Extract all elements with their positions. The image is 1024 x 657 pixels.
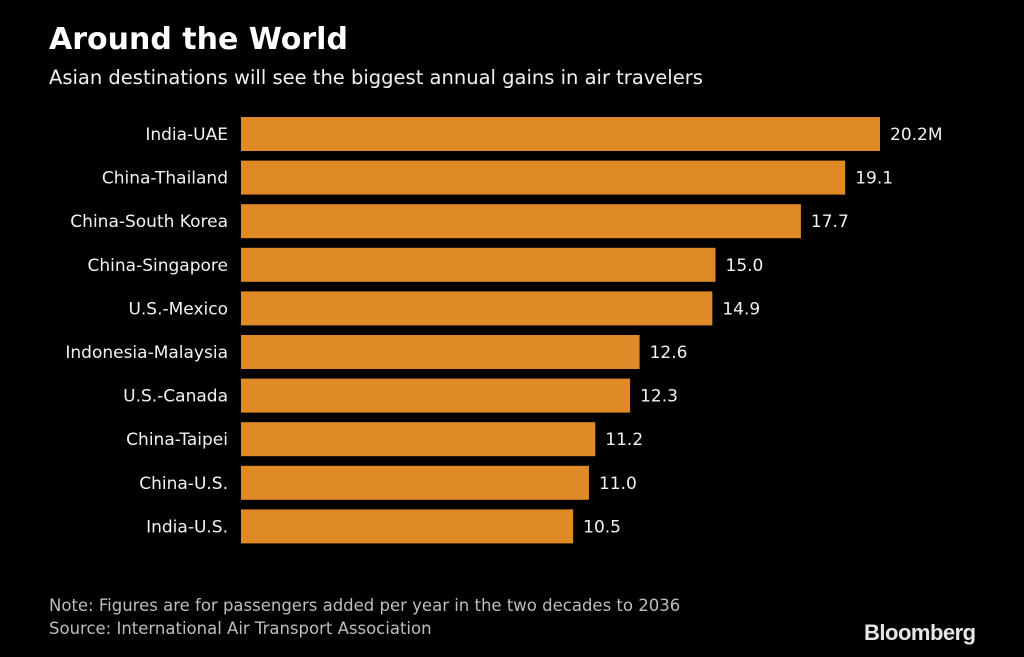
- bar: [241, 335, 640, 369]
- bar: [241, 160, 846, 195]
- category-label: China-Taipei: [126, 430, 228, 450]
- bar: [241, 291, 713, 326]
- value-label: 19.1: [855, 169, 893, 189]
- value-label: 12.6: [650, 343, 688, 363]
- bar: [241, 465, 589, 500]
- category-label: India-UAE: [145, 125, 228, 145]
- category-label: China-U.S.: [139, 474, 228, 494]
- category-label: China-South Korea: [70, 212, 228, 232]
- chart-note: Note: Figures are for passengers added p…: [49, 596, 681, 615]
- value-label: 17.7: [811, 212, 849, 232]
- value-label: 14.9: [722, 299, 760, 319]
- bar: [241, 117, 880, 151]
- value-label: 15.0: [726, 256, 764, 276]
- bloomberg-logo: Bloomberg: [864, 620, 976, 645]
- bar: [241, 378, 631, 413]
- category-label: U.S.-Canada: [123, 387, 228, 407]
- value-label: 20.2M: [890, 125, 943, 145]
- value-label: 12.3: [640, 387, 678, 407]
- bar: [241, 422, 596, 457]
- bar: [241, 247, 716, 282]
- bar: [241, 509, 574, 544]
- value-label: 11.2: [605, 430, 643, 450]
- value-label: 11.0: [599, 474, 637, 494]
- bar: [241, 204, 801, 239]
- category-label: India-U.S.: [146, 517, 228, 537]
- category-label: U.S.-Mexico: [128, 299, 228, 319]
- chart-subtitle: Asian destinations will see the biggest …: [49, 66, 703, 89]
- category-label: Indonesia-Malaysia: [65, 343, 228, 363]
- chart-title: Around the World: [49, 22, 348, 57]
- chart-source: Source: International Air Transport Asso…: [49, 619, 432, 638]
- category-label: China-Thailand: [102, 169, 228, 189]
- value-label: 10.5: [583, 517, 621, 537]
- category-label: China-Singapore: [88, 256, 228, 276]
